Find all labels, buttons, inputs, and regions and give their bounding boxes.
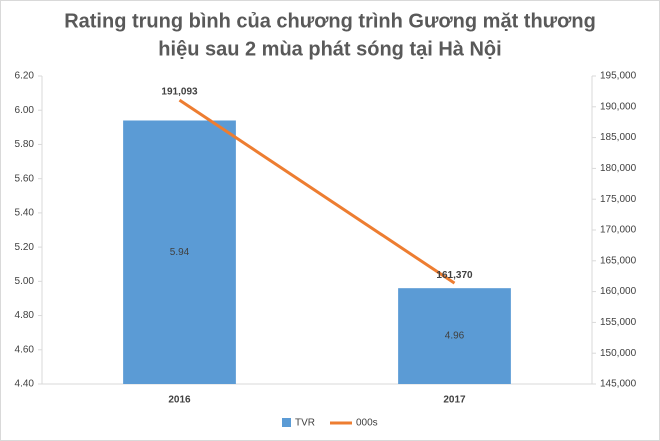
chart-title: hiệu sau 2 mùa phát sóng tại Hà Nội: [158, 38, 501, 60]
y-tick-label: 5.40: [15, 208, 35, 219]
bar-value-label: 5.94: [170, 247, 190, 258]
y-tick-label: 5.00: [15, 276, 35, 287]
y2-tick-label: 175,000: [600, 194, 637, 205]
y-tick-label: 5.60: [15, 173, 35, 184]
legend-swatch: [282, 418, 291, 427]
y2-tick-label: 145,000: [600, 379, 637, 390]
bar: [123, 120, 236, 384]
y2-tick-label: 180,000: [600, 163, 637, 174]
y-tick-label: 6.20: [15, 71, 35, 82]
y2-tick-label: 190,000: [600, 101, 637, 112]
y-tick-label: 4.40: [15, 379, 35, 390]
line: [178, 98, 456, 285]
bar: [398, 288, 511, 384]
line-value-label: 161,370: [436, 270, 473, 281]
y-tick-label: 4.80: [15, 310, 35, 321]
x-tick-label: 2016: [168, 395, 191, 406]
y-tick-label: 6.00: [15, 105, 35, 116]
legend-label: TVR: [295, 418, 315, 429]
y2-tick-label: 165,000: [600, 255, 637, 266]
x-tick-label: 2017: [443, 395, 466, 406]
chart-title: Rating trung bình của chương trình Gương…: [64, 10, 596, 32]
y2-tick-label: 150,000: [600, 348, 637, 359]
bar-value-label: 4.96: [445, 331, 465, 342]
y2-tick-label: 185,000: [600, 132, 637, 143]
y-tick-label: 5.80: [15, 139, 35, 150]
y2-tick-label: 170,000: [600, 225, 637, 236]
legend-label: 000s: [356, 418, 378, 429]
y-tick-label: 5.20: [15, 242, 35, 253]
y2-tick-label: 195,000: [600, 71, 637, 82]
y2-tick-label: 155,000: [600, 317, 637, 328]
y-tick-label: 4.60: [15, 344, 35, 355]
line-value-label: 191,093: [161, 87, 198, 98]
y2-tick-label: 160,000: [600, 286, 637, 297]
